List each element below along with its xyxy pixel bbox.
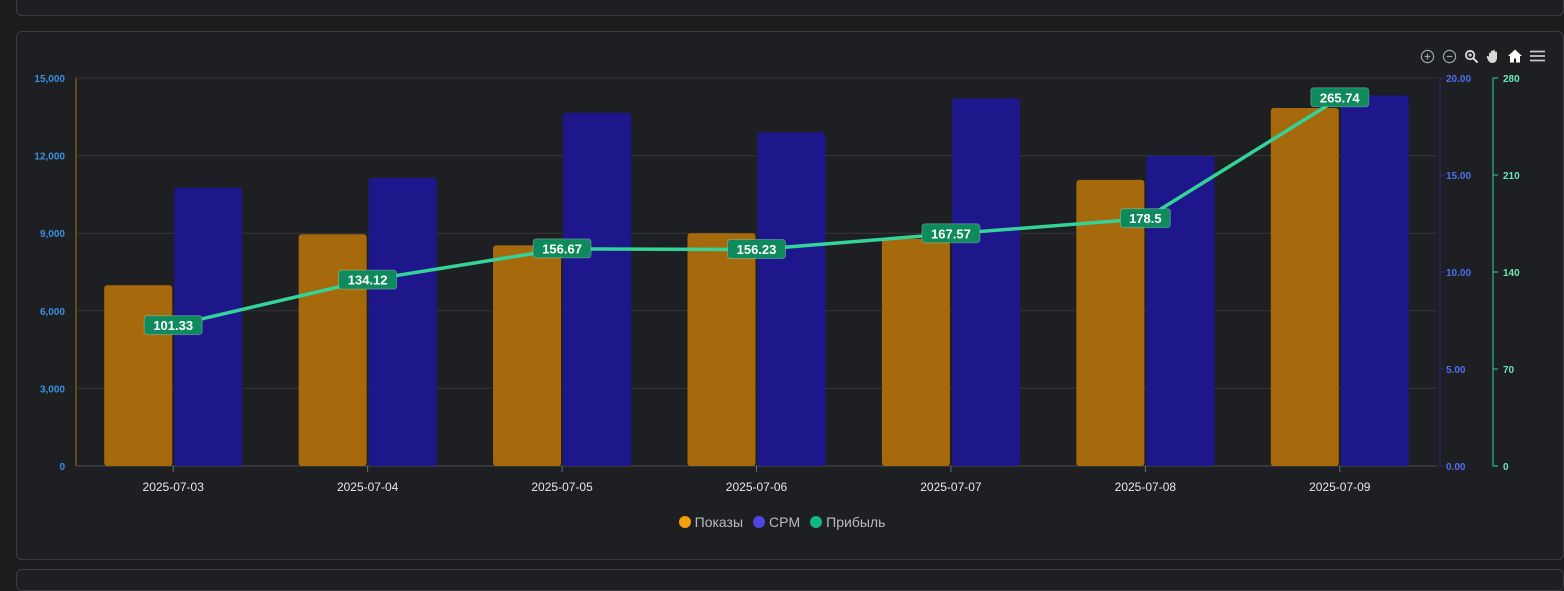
profit-data-label-bg xyxy=(532,238,592,259)
left-axis-tick-label: 6,000 xyxy=(40,307,65,318)
legend-item-profit[interactable]: Прибыль xyxy=(810,514,885,530)
profit-data-label-bg xyxy=(727,239,786,260)
combo-chart: 0 3,000 6,000 9,000 12,000 15,000 0.00 5.00 10.0… xyxy=(34,74,1520,494)
profit-data-label-bg xyxy=(338,269,398,290)
profit-data-label-bg xyxy=(1310,87,1370,108)
cpm-bar xyxy=(1146,155,1215,466)
impressions-bar xyxy=(104,285,173,466)
pan-icon[interactable] xyxy=(1484,47,1502,65)
impressions-bar xyxy=(881,238,950,466)
cpm-bar xyxy=(757,132,826,466)
x-axis-tick-label: 2025-07-08 xyxy=(1115,480,1177,494)
profit-data-label: 167.57 xyxy=(931,226,971,241)
x-axis-tick-label: 2025-07-06 xyxy=(726,480,788,494)
profit-data-label: 156.23 xyxy=(737,242,777,257)
cpm-bar xyxy=(951,98,1020,467)
legend-marker-impressions xyxy=(678,516,691,528)
chart-toolbar xyxy=(1418,46,1546,66)
cpm-axis-tick-label: 0.00 xyxy=(1446,462,1466,473)
x-axis-tick-label: 2025-07-05 xyxy=(531,480,593,494)
zoom-out-icon[interactable] xyxy=(1440,47,1458,65)
legend-label-profit: Прибыль xyxy=(826,514,886,530)
chart-legend: Показы CPM Прибыль xyxy=(0,514,1564,530)
left-axis-tick-label: 3,000 xyxy=(40,384,65,395)
x-axis-tick-label: 2025-07-04 xyxy=(337,480,399,494)
left-axis-tick-label: 9,000 xyxy=(40,229,65,240)
profit-axis-tick-label: 280 xyxy=(1503,74,1520,85)
cpm-bar xyxy=(368,177,437,466)
legend-marker-profit xyxy=(810,516,823,528)
impressions-bar xyxy=(298,234,367,466)
profit-data-label: 156.67 xyxy=(542,241,582,256)
profit-axis-tick-label: 140 xyxy=(1503,268,1520,279)
legend-item-cpm[interactable]: CPM xyxy=(753,514,800,530)
x-axis-tick-label: 2025-07-03 xyxy=(143,480,205,494)
profit-data-label: 265.74 xyxy=(1320,90,1361,105)
left-axis-tick-label: 15,000 xyxy=(34,74,65,85)
cpm-axis-tick-label: 20.00 xyxy=(1446,74,1471,85)
profit-axis-tick-label: 0 xyxy=(1503,462,1509,473)
impressions-bar xyxy=(687,233,756,466)
profit-data-label-bg xyxy=(921,223,981,244)
cpm-axis-tick-label: 5.00 xyxy=(1446,365,1466,376)
cpm-bar xyxy=(1340,95,1409,467)
zoom-in-icon[interactable] xyxy=(1418,47,1436,65)
legend-item-impressions[interactable]: Показы xyxy=(678,514,744,530)
profit-data-label: 134.12 xyxy=(348,273,388,288)
cpm-axis-tick-label: 10.00 xyxy=(1446,268,1471,279)
zoom-selection-icon[interactable] xyxy=(1462,47,1480,65)
profit-data-label-bg xyxy=(143,315,203,336)
left-axis-tick-label: 12,000 xyxy=(34,152,65,163)
profit-axis-tick-label: 210 xyxy=(1503,171,1520,182)
profit-axis-tick-label: 70 xyxy=(1503,365,1515,376)
legend-label-cpm: CPM xyxy=(769,514,801,530)
impressions-bar xyxy=(1076,179,1145,466)
profit-data-label-bg xyxy=(1119,208,1171,229)
cpm-bar xyxy=(174,187,243,467)
x-axis-tick-label: 2025-07-07 xyxy=(920,480,982,494)
menu-icon[interactable] xyxy=(1528,47,1546,65)
left-axis-tick-label: 0 xyxy=(59,462,65,473)
cpm-axis-tick-label: 15.00 xyxy=(1446,171,1471,182)
legend-marker-cpm xyxy=(753,516,766,528)
profit-data-label: 101.33 xyxy=(153,318,193,333)
impressions-bar xyxy=(1270,108,1339,466)
home-icon[interactable] xyxy=(1506,47,1524,65)
cpm-bar xyxy=(563,112,632,467)
x-axis-tick-label: 2025-07-09 xyxy=(1309,480,1371,494)
impressions-bar xyxy=(493,245,562,466)
profit-data-label: 178.5 xyxy=(1129,211,1162,226)
legend-label-impressions: Показы xyxy=(694,514,744,530)
